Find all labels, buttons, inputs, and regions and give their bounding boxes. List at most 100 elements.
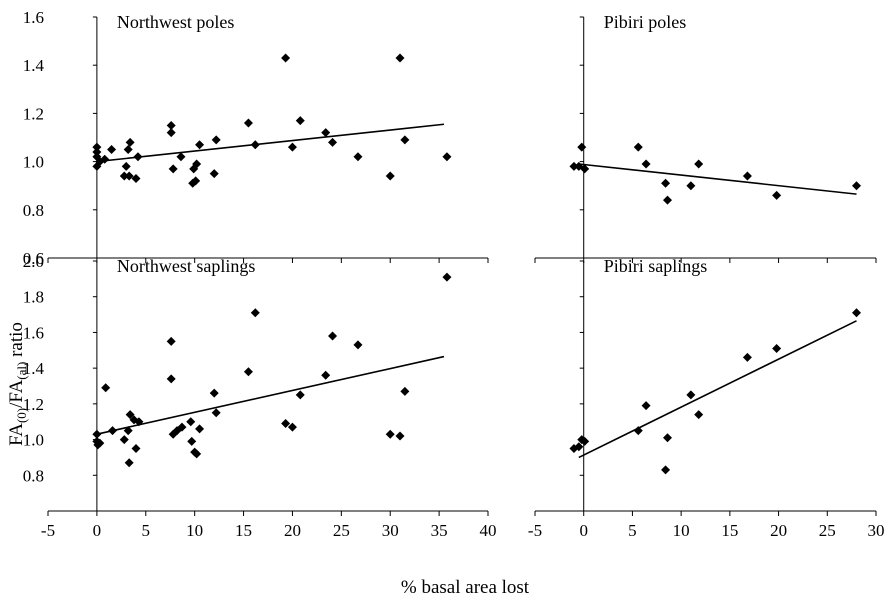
northwest-saplings-point [166,374,176,384]
northwest-poles-point [321,128,331,138]
y-axis-title-sub2: (al) [14,362,29,380]
northwest-poles-point [123,145,133,155]
pibiri-poles-point [569,161,579,171]
pibiri-poles-point [852,181,862,191]
northwest-poles-point [124,171,134,181]
northwest-saplings-point [250,308,260,318]
northwest-saplings-point [123,426,133,436]
y-axis-title-mid: /FA [6,379,27,407]
pibiri-saplings-point [742,352,752,362]
northwest-saplings-point [186,417,196,427]
northwest-poles-y-tick-label: 1.6 [23,8,44,27]
pibiri-saplings-x-tick-label: 15 [721,521,738,540]
northwest-poles-point [131,173,141,183]
northwest-saplings-point [95,438,105,448]
northwest-poles-point [107,145,117,155]
pibiri-saplings-point [641,401,651,411]
northwest-poles-y-tick-label: 1.0 [23,153,44,172]
northwest-poles-point [385,171,395,181]
northwest-saplings-point [243,367,253,377]
northwest-saplings-point [287,422,297,432]
northwest-saplings-x-tick-label: 5 [142,521,151,540]
northwest-saplings-x-tick-label: 15 [235,521,252,540]
northwest-saplings-point [209,388,219,398]
northwest-poles-point [195,140,205,150]
pibiri-saplings-x-tick-label: 20 [770,521,787,540]
northwest-saplings-x-tick-label: 0 [93,521,102,540]
northwest-poles-point [281,53,291,63]
northwest-saplings-point [400,386,410,396]
northwest-poles-point [243,118,253,128]
northwest-poles-point [250,140,260,150]
northwest-poles-point [295,116,305,126]
northwest-saplings-point [395,431,405,441]
pibiri-poles-point [663,195,673,205]
northwest-poles-point [125,137,135,147]
northwest-poles-y-tick-label: 1.2 [23,104,44,123]
y-axis-title: FA(0)/FA(al) ratio [6,322,29,446]
pibiri-saplings-x-tick-label: -5 [528,521,542,540]
pibiri-saplings-point [772,344,782,353]
northwest-poles-point [133,152,143,162]
northwest-saplings-point [166,336,176,346]
northwest-saplings-point [442,272,452,282]
northwest-saplings-trendline [96,355,445,435]
northwest-saplings-point [119,435,129,445]
northwest-poles-point [328,137,338,147]
northwest-saplings-point [92,429,102,439]
northwest-poles-trendline [96,123,445,163]
x-axis-title: % basal area lost [401,577,530,598]
pibiri-saplings-point [663,433,673,443]
northwest-saplings-x-tick-label: 10 [186,521,203,540]
northwest-saplings-point [108,426,118,436]
panel-northwest-poles: 0.6 0.8 1.0 1.2 1.4 1.6 Northwest poles [23,8,489,268]
northwest-poles-point [442,152,452,162]
northwest-poles-point [166,120,176,130]
pibiri-poles-point [742,171,752,181]
northwest-saplings-y-tick-label: 1.2 [23,395,44,414]
pibiri-poles-point [694,159,704,169]
pibiri-saplings-trendline [578,320,857,459]
northwest-saplings-y-tick-label: 1.0 [23,431,44,450]
pibiri-saplings-title: Pibiri saplings [604,256,708,276]
northwest-saplings-point [385,429,395,439]
northwest-saplings-y-tick-label: 1.8 [23,288,44,307]
pibiri-saplings-x-tick-label: 5 [628,521,637,540]
northwest-poles-point [287,142,297,152]
pibiri-saplings-x-tick-label: 30 [868,521,885,540]
northwest-saplings-y-tick-label: 0.8 [23,466,44,485]
northwest-poles-point [166,128,176,138]
pibiri-saplings-x-tick-label: 25 [819,521,836,540]
pibiri-saplings-point [852,308,862,318]
northwest-saplings-x-tick-label: 25 [333,521,350,540]
northwest-poles-point [209,169,219,179]
y-axis-title-end: ratio [6,322,27,362]
northwest-saplings-x-tick-label: 40 [480,521,497,540]
northwest-saplings-x-tick-label: 30 [382,521,399,540]
panel-pibiri-poles: Pibiri poles [534,12,877,263]
northwest-poles-point [92,142,102,152]
northwest-saplings-x-tick-label: -5 [41,521,55,540]
northwest-saplings-x-tick-label: 35 [431,521,448,540]
pibiri-poles-point [580,164,590,174]
northwest-poles-y-tick-label: 0.8 [23,201,44,220]
pibiri-poles-point [772,190,782,200]
northwest-saplings-point [125,410,135,420]
northwest-poles-point [353,152,363,162]
northwest-saplings-point [295,390,305,400]
pibiri-saplings-x-tick-label: 0 [579,521,588,540]
northwest-poles-point [119,171,129,181]
pibiri-saplings-point [686,390,696,400]
pibiri-saplings-point [574,442,584,452]
panel-northwest-saplings: 0.8 1.0 1.2 1.4 1.6 1.8 2.0 -5 0 5 10 15 20 25 30 35 40 N… [23,252,497,540]
northwest-saplings-point [177,422,187,432]
northwest-saplings-y-tick-label: 1.6 [23,323,44,342]
northwest-saplings-point [328,331,338,341]
northwest-poles-point [176,152,186,162]
pibiri-poles-point [577,142,587,152]
pibiri-poles-point [633,142,643,152]
pibiri-saplings-x-tick-label: 10 [673,521,690,540]
northwest-saplings-point [131,444,141,453]
pibiri-poles-point [641,159,651,169]
northwest-saplings-point [187,436,197,446]
